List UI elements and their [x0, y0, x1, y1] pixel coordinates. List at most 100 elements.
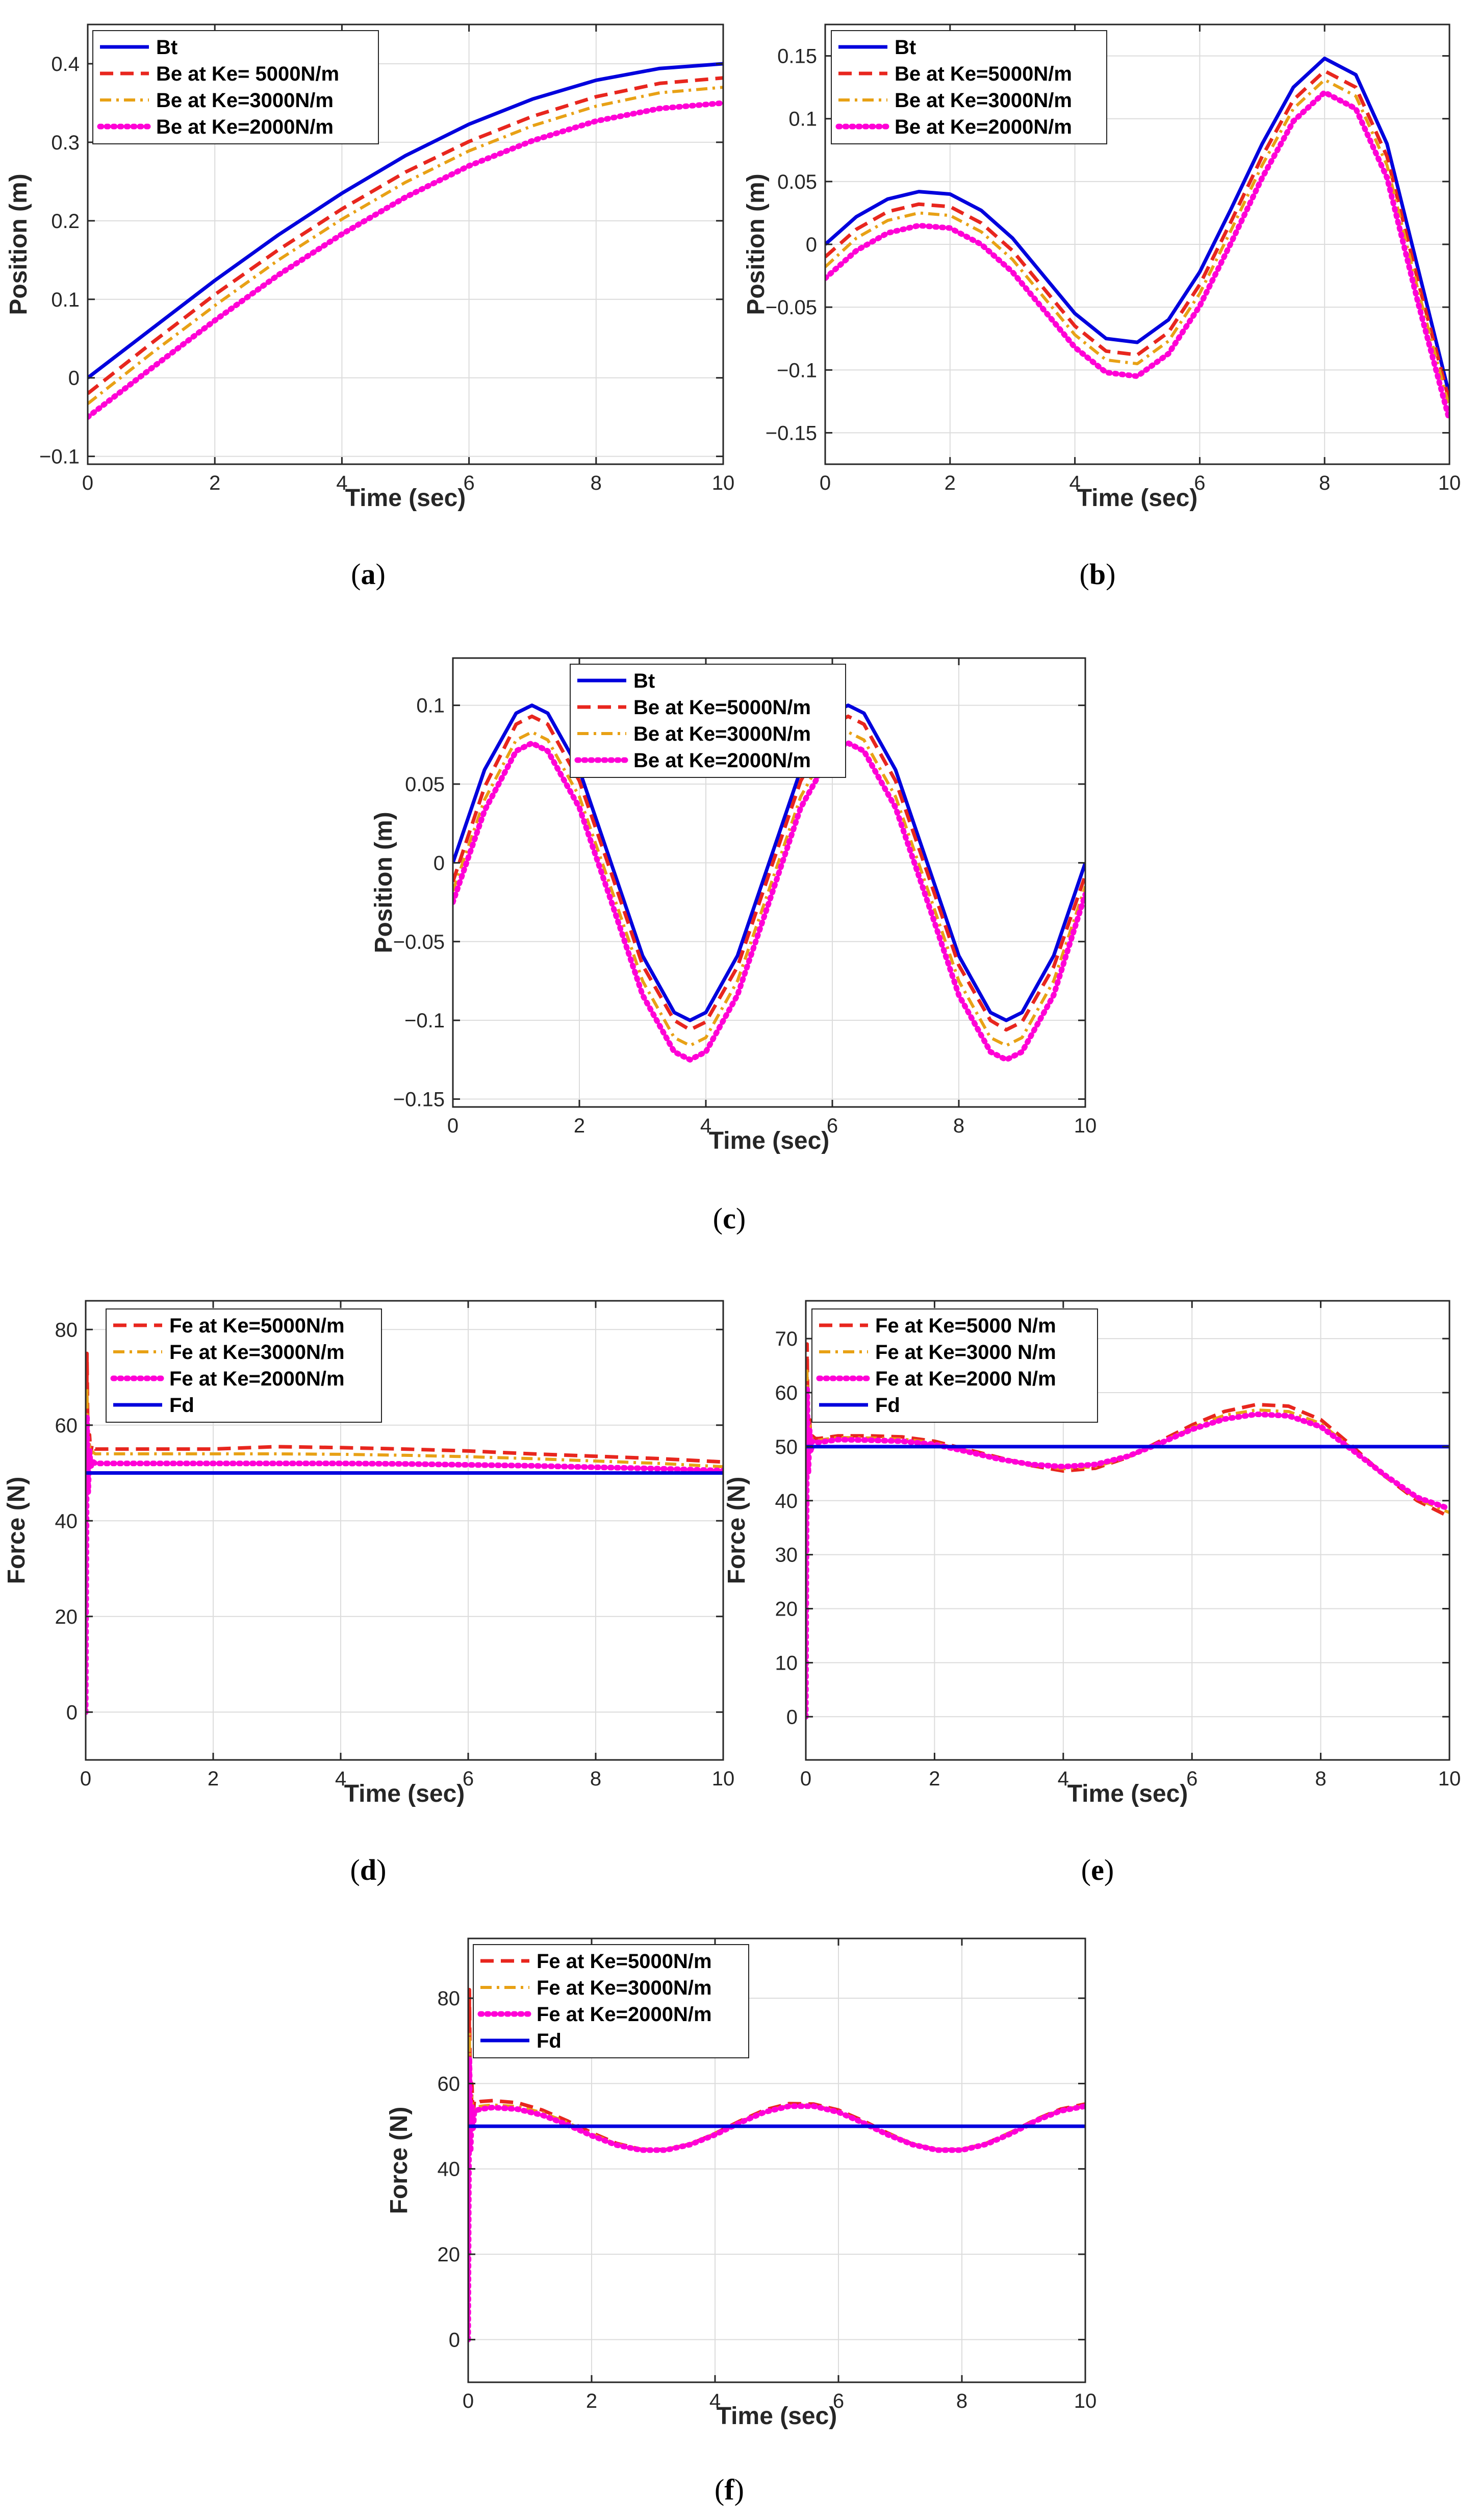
legend-label: Be at Ke=2000N/m	[156, 116, 334, 138]
series-line-2	[86, 1413, 723, 1715]
legend-label: Fe at Ke=5000 N/m	[875, 1315, 1056, 1337]
axes-box	[87, 23, 724, 465]
chart-e: 0 2 4 6 8 10 0 10 20 30 40 50 60 70 Time (sec) Force (N…	[723, 1300, 1461, 1886]
y-tick-label: 0.05	[777, 171, 817, 193]
y-tick-label: 20	[55, 1606, 78, 1628]
x-tick-label: 8	[1315, 1768, 1326, 1790]
x-tick-label: 10	[1074, 1115, 1097, 1137]
y-tick-label: 0	[68, 367, 80, 390]
series-line-1	[88, 76, 723, 395]
subfigure-caption: (e)	[1081, 1853, 1114, 1886]
y-tick-label: 40	[775, 1490, 798, 1513]
legend-label: Be at Ke=5000N/m	[895, 63, 1072, 85]
chart-b: 0 2 4 6 8 10 −0.15 −0.1 −0.05 0 0.05 0.1 0.15 Time (s…	[743, 23, 1461, 591]
x-tick-label: 2	[208, 1768, 219, 1790]
legend: Fe at Ke=5000N/m Fe at Ke=3000N/m Fe at Ke…	[473, 1944, 749, 2058]
axes-box	[85, 1300, 724, 1761]
subfigure-caption: (c)	[713, 1202, 746, 1235]
series-line-0	[86, 1351, 723, 1712]
y-tick-label: 60	[775, 1382, 798, 1404]
legend-label: Fd	[537, 2030, 562, 2052]
y-axis-label: Force (N)	[3, 1477, 30, 1584]
x-tick-label: 2	[945, 472, 956, 494]
x-axis-label: Time (sec)	[344, 1780, 465, 1807]
chart-f: 0 2 4 6 8 10 0 20 40 60 80 Time (sec) Force (N) Fe at…	[386, 1937, 1097, 2506]
x-axis-label: Time (sec)	[345, 485, 466, 512]
y-tick-label: −0.05	[393, 931, 445, 953]
y-tick-label: 0.4	[51, 53, 80, 75]
y-tick-label: 0	[449, 2329, 460, 2351]
legend-label: Fe at Ke=5000N/m	[169, 1315, 345, 1337]
subfigure-caption: (f)	[715, 2473, 744, 2506]
legend: Bt Be at Ke=5000N/m Be at Ke=3000N/m Be at …	[831, 30, 1107, 144]
y-tick-label: 10	[775, 1652, 798, 1674]
series-line-1	[825, 69, 1449, 402]
y-tick-label: −0.1	[39, 446, 80, 468]
x-tick-label: 10	[712, 472, 735, 494]
y-tick-label: 80	[438, 1987, 461, 2010]
y-axis-label: Position (m)	[743, 173, 770, 315]
legend-label: Be at Ke=2000N/m	[895, 116, 1072, 138]
y-tick-label: 0	[806, 234, 817, 256]
y-tick-label: −0.05	[766, 296, 817, 319]
x-tick-label: 10	[1438, 1768, 1461, 1790]
x-tick-label: 6	[463, 472, 474, 494]
x-tick-label: 0	[80, 1768, 91, 1790]
axes-box	[467, 1937, 1086, 2383]
y-tick-label: 0	[786, 1706, 798, 1728]
x-tick-label: 10	[712, 1768, 735, 1790]
y-tick-label: 40	[55, 1510, 78, 1532]
y-tick-label: −0.15	[393, 1089, 445, 1111]
x-tick-label: 4	[1069, 472, 1080, 494]
x-tick-label: 0	[820, 472, 831, 494]
series-group	[453, 703, 1085, 1063]
x-tick-label: 2	[929, 1768, 940, 1790]
y-axis-label: Force (N)	[723, 1477, 750, 1584]
x-axis-label: Time (sec)	[1077, 485, 1198, 512]
x-axis-label: Time (sec)	[717, 2403, 837, 2430]
y-axis-label: Force (N)	[386, 2107, 413, 2214]
series-group	[468, 1987, 1085, 2342]
y-tick-label: 80	[55, 1319, 78, 1341]
legend-label: Fe at Ke=2000N/m	[537, 2003, 712, 2026]
legend-label: Be at Ke=3000N/m	[895, 89, 1072, 112]
x-tick-label: 2	[209, 472, 220, 494]
legend: Bt Be at Ke=5000N/m Be at Ke=3000N/m Be at …	[570, 664, 846, 778]
series-line-2	[453, 730, 1085, 1047]
series-line-0	[88, 62, 723, 380]
legend-label: Be at Ke=3000N/m	[156, 89, 334, 112]
legend-label: Be at Ke=3000N/m	[633, 723, 811, 745]
x-tick-label: 6	[1186, 1768, 1197, 1790]
legend-label: Fe at Ke=5000N/m	[537, 1950, 712, 1973]
subfigure-caption: (a)	[351, 558, 386, 591]
series-line-3	[453, 740, 1085, 1063]
x-tick-label: 4	[1058, 1768, 1069, 1790]
x-tick-label: 0	[447, 1115, 458, 1137]
x-tick-label: 8	[956, 2390, 967, 2412]
legend-label: Bt	[156, 36, 177, 59]
y-axis-label: Position (m)	[5, 173, 32, 315]
subfigure-caption: (d)	[350, 1853, 387, 1886]
y-tick-label: 0	[434, 852, 445, 874]
legend: Fe at Ke=5000N/m Fe at Ke=3000N/m Fe at Ke…	[106, 1308, 382, 1423]
y-tick-label: 20	[775, 1598, 798, 1621]
legend-label: Fd	[169, 1394, 194, 1417]
legend-label: Be at Ke= 5000N/m	[156, 63, 339, 85]
series-line-3	[825, 89, 1449, 423]
x-tick-label: 0	[463, 2390, 474, 2412]
x-tick-label: 4	[336, 472, 347, 494]
y-tick-label: 30	[775, 1544, 798, 1567]
chart-d: 0 2 4 6 8 10 0 20 40 60 80 Time (sec) Force (N) Fe at…	[3, 1300, 735, 1886]
legend-label: Fe at Ke=3000 N/m	[875, 1341, 1056, 1364]
x-tick-label: 8	[591, 472, 602, 494]
legend-label: Fd	[875, 1394, 900, 1417]
legend-label: Fe at Ke=2000 N/m	[875, 1368, 1056, 1390]
legend-label: Fe at Ke=2000N/m	[169, 1368, 345, 1390]
x-tick-label: 8	[590, 1768, 601, 1790]
x-tick-label: 6	[1194, 472, 1205, 494]
series-group	[86, 1351, 723, 1715]
series-line-2	[825, 78, 1449, 408]
legend-label: Bt	[895, 36, 916, 59]
x-tick-label: 10	[1438, 472, 1461, 494]
